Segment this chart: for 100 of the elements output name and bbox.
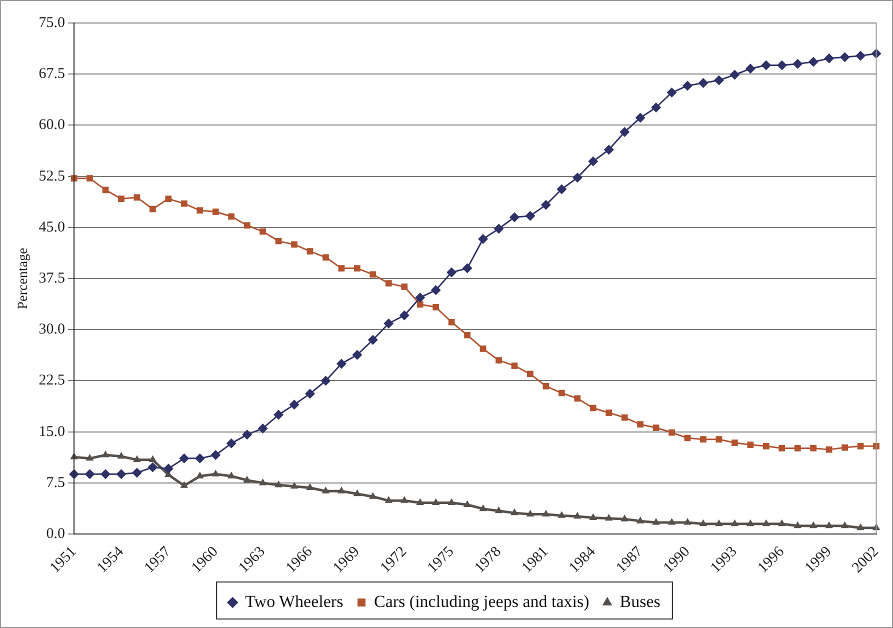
- y-tick-label: 37.5: [38, 270, 66, 286]
- point: [698, 78, 708, 88]
- point: [353, 489, 362, 496]
- point: [212, 470, 220, 476]
- point: [148, 462, 158, 472]
- point: [494, 506, 503, 514]
- point: [730, 70, 740, 80]
- point: [180, 481, 188, 488]
- point: [100, 469, 111, 480]
- point: [462, 263, 472, 274]
- point: [244, 222, 250, 229]
- legend-label: Cars (including jeeps and taxis): [374, 592, 590, 611]
- point: [354, 265, 360, 272]
- point: [384, 318, 394, 329]
- y-tick-label: 67.5: [38, 66, 66, 82]
- point: [150, 206, 156, 212]
- point: [289, 400, 300, 410]
- point: [479, 504, 487, 512]
- point: [463, 500, 472, 508]
- point: [745, 64, 756, 74]
- point: [542, 510, 550, 517]
- point: [102, 450, 110, 458]
- point: [810, 445, 817, 452]
- point: [322, 254, 329, 261]
- point: [385, 280, 392, 286]
- point: [776, 60, 787, 70]
- y-tick-label: 0.0: [46, 526, 66, 542]
- point: [604, 144, 614, 155]
- point: [730, 519, 739, 526]
- point: [496, 357, 502, 364]
- point: [556, 184, 567, 194]
- point: [511, 362, 518, 369]
- x-tick-label: 1960: [188, 544, 222, 576]
- point: [194, 453, 205, 464]
- point: [824, 53, 834, 64]
- point: [291, 241, 298, 248]
- point: [306, 483, 314, 490]
- point: [558, 511, 566, 518]
- point: [369, 492, 377, 499]
- y-tick-label: 52.5: [38, 168, 66, 184]
- point: [682, 80, 693, 91]
- point: [163, 464, 174, 474]
- point: [525, 210, 536, 221]
- point: [117, 452, 126, 459]
- x-tick-label: 1999: [802, 544, 835, 576]
- x-tick-label: 1963: [236, 544, 268, 576]
- x-tick-label: 1981: [519, 544, 552, 576]
- point: [274, 410, 284, 420]
- point: [212, 208, 219, 215]
- point: [857, 442, 864, 450]
- point: [116, 469, 126, 480]
- legend-label: Buses: [620, 592, 660, 611]
- point: [446, 267, 457, 278]
- point: [840, 52, 850, 62]
- point: [794, 445, 801, 452]
- point: [715, 519, 723, 526]
- point: [574, 512, 582, 519]
- y-tick-label: 7.5: [46, 474, 66, 491]
- point: [352, 350, 362, 360]
- point: [368, 334, 378, 345]
- point: [258, 478, 267, 486]
- point: [165, 196, 172, 202]
- point: [606, 410, 612, 416]
- point: [604, 514, 613, 521]
- point: [430, 285, 441, 296]
- point: [243, 476, 251, 482]
- point: [480, 346, 486, 352]
- point: [778, 445, 786, 452]
- y-tick-label: 15.0: [38, 424, 66, 440]
- point: [635, 112, 646, 123]
- point: [856, 50, 866, 61]
- point: [716, 436, 722, 443]
- point: [826, 446, 832, 453]
- point: [432, 498, 440, 505]
- point: [809, 521, 818, 528]
- point: [227, 472, 236, 478]
- point: [668, 429, 675, 436]
- point: [464, 332, 470, 338]
- point: [401, 284, 408, 290]
- point: [651, 102, 662, 112]
- point: [588, 156, 598, 166]
- point: [448, 318, 455, 326]
- point: [526, 510, 534, 517]
- point: [384, 496, 393, 503]
- point: [196, 207, 204, 214]
- point: [338, 486, 346, 494]
- point: [478, 234, 488, 244]
- y-tick-label: 45.0: [38, 219, 66, 236]
- point: [808, 56, 818, 67]
- x-tick-label: 1990: [660, 544, 694, 576]
- point: [652, 424, 660, 431]
- point: [668, 518, 676, 525]
- point: [415, 292, 426, 303]
- point: [86, 175, 93, 182]
- point: [118, 196, 124, 202]
- point: [509, 212, 520, 222]
- point: [399, 310, 410, 320]
- point: [338, 265, 345, 272]
- y-axis-title: Percentage: [16, 248, 32, 310]
- point: [636, 516, 644, 524]
